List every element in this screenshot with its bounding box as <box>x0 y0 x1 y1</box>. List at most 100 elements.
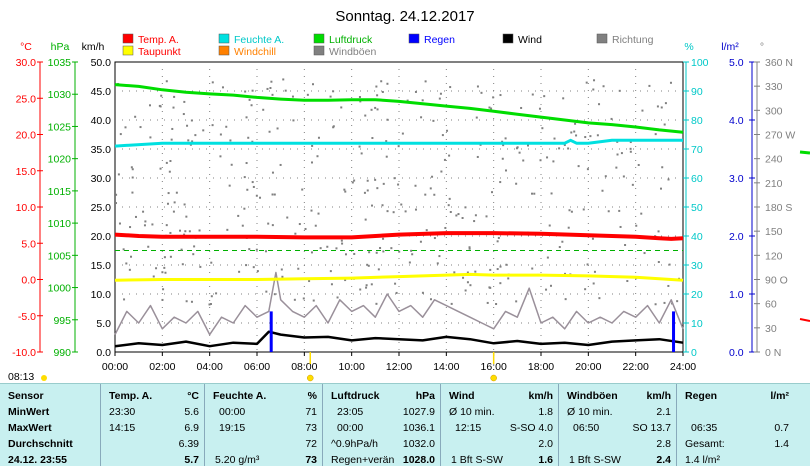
legend-swatch <box>218 45 230 56</box>
direction-point <box>219 133 222 136</box>
wind-tick-label: 5.0 <box>96 318 111 330</box>
direction-point <box>179 229 182 232</box>
direction-point <box>473 220 476 223</box>
direction-point <box>453 271 456 274</box>
direction-point <box>229 139 232 142</box>
direction-point <box>637 163 640 166</box>
temp-current: 5.7 <box>184 454 199 466</box>
direction-point <box>298 223 301 226</box>
direction-point <box>553 137 556 140</box>
stats-col-rain: Regen l/m² 06:35 0.7 Gesamt: 1.4 1.4 l/m² <box>676 384 810 466</box>
direction-point <box>382 250 385 253</box>
direction-point <box>202 129 205 132</box>
direction-point <box>668 263 671 266</box>
direction-point <box>531 267 534 270</box>
direction-point <box>431 175 434 178</box>
wind-tick-label: 15.0 <box>91 260 112 272</box>
humid-tick-label: 30 <box>691 260 703 272</box>
direction-point <box>167 192 170 195</box>
series-wind <box>114 330 684 348</box>
direction-point <box>433 193 436 196</box>
press-header: Luftdruck <box>331 390 380 402</box>
row-label-min: MinWert <box>8 406 50 418</box>
direction-point <box>123 298 126 301</box>
direction-point <box>186 124 189 127</box>
direction-point <box>252 185 255 188</box>
direction-point <box>161 298 164 301</box>
humid-current: 73 <box>305 454 317 466</box>
direction-point <box>280 268 283 271</box>
press-max-time: 00:00 <box>337 422 364 434</box>
clock-label: 08:13 <box>8 371 35 383</box>
press-axis-unit: hPa <box>51 41 70 53</box>
wind-tick-label: 10.0 <box>91 289 112 301</box>
x-tick-label: 14:00 <box>433 361 459 373</box>
humid-tick-label: 10 <box>691 318 703 330</box>
temp-tick-label: 0.0 <box>21 275 36 287</box>
direction-point <box>497 236 500 239</box>
direction-point <box>485 215 488 218</box>
direction-point <box>284 89 287 92</box>
direction-point <box>386 210 389 213</box>
direction-point <box>181 263 184 266</box>
direction-point <box>308 280 311 283</box>
direction-point <box>667 284 670 287</box>
rain-tick-label: 3.0 <box>729 173 744 185</box>
press-tick-label: 1030 <box>48 89 72 101</box>
direction-point <box>351 181 354 184</box>
wind-unit: km/h <box>528 390 553 402</box>
stats-col-press: Luftdruck hPa 23:05 1027.9 00:00 1036.1 ^0.… <box>322 384 441 466</box>
direction-point <box>311 83 314 86</box>
direction-point <box>564 298 567 301</box>
direction-point <box>279 163 282 166</box>
direction-point <box>499 94 502 97</box>
press-tick-label: 990 <box>53 347 71 359</box>
press-current: 1028.0 <box>402 454 435 466</box>
rain-unit: l/m² <box>770 390 789 402</box>
humid-tick-label: 80 <box>691 115 703 127</box>
direction-point <box>392 211 395 214</box>
legend-label: Temp. A. <box>138 34 179 46</box>
humid-tick-label: 20 <box>691 289 703 301</box>
x-tick-label: 18:00 <box>528 361 554 373</box>
direction-point <box>344 190 347 193</box>
wind-tick-label: 30.0 <box>91 173 112 185</box>
direction-point <box>211 81 214 84</box>
direction-point <box>404 210 407 213</box>
direction-point <box>286 216 289 219</box>
temp-avg: 6.39 <box>178 438 199 450</box>
direction-point <box>139 126 142 129</box>
direction-point <box>390 247 393 250</box>
direction-point <box>468 246 471 249</box>
wind-max: S-SO 4.0 <box>509 422 553 434</box>
direction-point <box>410 249 413 252</box>
legend-swatch <box>122 33 134 44</box>
direction-point <box>663 123 666 126</box>
direction-point <box>382 237 385 240</box>
wind-bft: 1 Bft S-SW <box>451 454 503 466</box>
direction-point <box>363 191 366 194</box>
direction-point <box>219 155 222 158</box>
sun-marker <box>307 374 314 382</box>
direction-point <box>538 107 541 110</box>
direction-point <box>616 140 619 143</box>
direction-point <box>366 189 369 192</box>
direction-point <box>541 127 544 130</box>
direction-point <box>397 145 400 148</box>
weather-chart: Sonntag. 24.12.2017 Temp. A. Feuchte A. Lu… <box>12 8 810 382</box>
direction-point <box>660 106 663 109</box>
direction-point <box>360 152 363 155</box>
humid-header: Feuchte A. <box>213 390 267 402</box>
temp-header: Temp. A. <box>109 390 153 402</box>
direction-point <box>657 261 660 264</box>
direction-point <box>344 279 347 282</box>
direction-point <box>282 78 285 81</box>
direction-point <box>563 144 566 147</box>
direction-point <box>457 213 460 216</box>
humid-max-time: 19:15 <box>219 422 246 434</box>
direction-point <box>515 182 518 185</box>
direction-point <box>499 282 502 285</box>
humid-avg: 72 <box>305 438 317 450</box>
plot-frame <box>114 61 684 353</box>
direction-point <box>619 225 622 228</box>
